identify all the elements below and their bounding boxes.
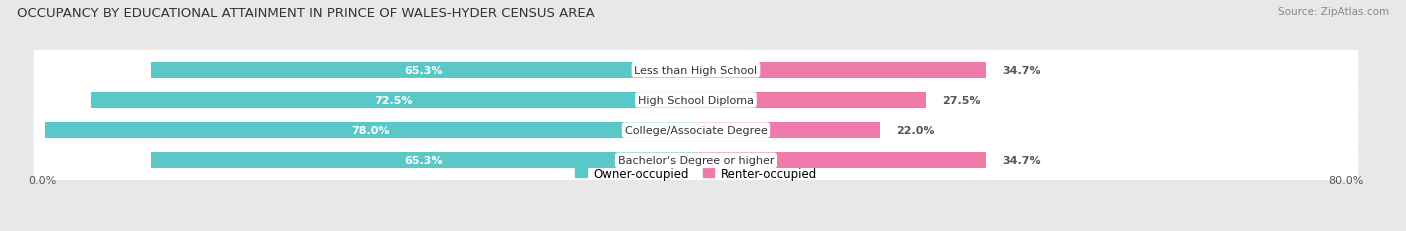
- Text: 0.0%: 0.0%: [28, 175, 56, 185]
- Text: 80.0%: 80.0%: [1329, 175, 1364, 185]
- Text: 34.7%: 34.7%: [1002, 156, 1040, 166]
- Bar: [696, 93, 925, 108]
- Bar: [150, 153, 696, 168]
- FancyBboxPatch shape: [34, 79, 1358, 122]
- Text: 22.0%: 22.0%: [897, 126, 935, 136]
- Text: College/Associate Degree: College/Associate Degree: [624, 126, 768, 136]
- Text: Source: ZipAtlas.com: Source: ZipAtlas.com: [1278, 7, 1389, 17]
- Bar: [45, 123, 696, 138]
- Text: High School Diploma: High School Diploma: [638, 95, 754, 105]
- Legend: Owner-occupied, Renter-occupied: Owner-occupied, Renter-occupied: [571, 162, 821, 185]
- Text: Bachelor's Degree or higher: Bachelor's Degree or higher: [617, 156, 775, 166]
- Text: 65.3%: 65.3%: [404, 156, 443, 166]
- Bar: [696, 63, 986, 78]
- Text: OCCUPANCY BY EDUCATIONAL ATTAINMENT IN PRINCE OF WALES-HYDER CENSUS AREA: OCCUPANCY BY EDUCATIONAL ATTAINMENT IN P…: [17, 7, 595, 20]
- Bar: [91, 93, 696, 108]
- Text: 72.5%: 72.5%: [374, 95, 412, 105]
- Text: 34.7%: 34.7%: [1002, 65, 1040, 75]
- Text: 78.0%: 78.0%: [352, 126, 389, 136]
- Text: 65.3%: 65.3%: [404, 65, 443, 75]
- Bar: [150, 63, 696, 78]
- FancyBboxPatch shape: [34, 139, 1358, 182]
- Bar: [696, 123, 880, 138]
- Text: 27.5%: 27.5%: [942, 95, 981, 105]
- FancyBboxPatch shape: [34, 109, 1358, 152]
- Bar: [696, 153, 986, 168]
- Text: Less than High School: Less than High School: [634, 65, 758, 75]
- FancyBboxPatch shape: [34, 49, 1358, 92]
